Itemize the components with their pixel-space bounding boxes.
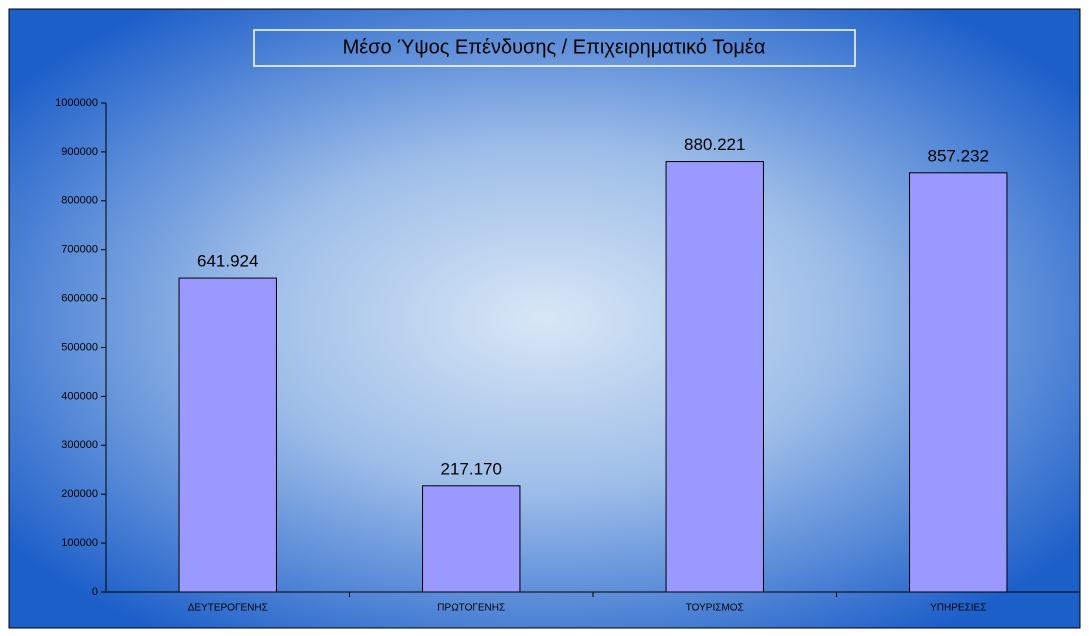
y-tick-label: 300000 [61, 439, 98, 451]
y-tick-label: 600000 [61, 293, 98, 305]
title-box [253, 29, 856, 67]
chart-title: Μέσο Ύψος Επένδυσης / Επιχειρηματικό Τομ… [343, 36, 766, 58]
bar [422, 485, 521, 593]
y-tick-label: 700000 [61, 244, 98, 256]
value-label: 641.924 [197, 252, 258, 271]
y-tick-label: 200000 [61, 488, 98, 500]
value-label: 217.170 [441, 459, 502, 478]
x-tick-label: ΠΡΩΤΟΓΕΝΗΣ [437, 603, 505, 614]
y-tick-label: 100000 [61, 537, 98, 549]
bar [665, 161, 764, 593]
x-tick-label: ΥΠΗΡΕΣΙΕΣ [930, 603, 986, 614]
y-tick-label: 800000 [61, 195, 98, 207]
y-tick-label: 900000 [61, 146, 98, 158]
value-label: 857.232 [928, 146, 989, 165]
y-tick-label: 400000 [61, 390, 98, 402]
y-tick-label: 0 [92, 586, 98, 598]
y-tick-label: 1000000 [55, 97, 98, 109]
bar [909, 172, 1008, 593]
x-tick-label: ΤΟΥΡΙΣΜΟΣ [686, 603, 744, 614]
y-tick-label: 500000 [61, 341, 98, 353]
bar [178, 277, 277, 593]
value-label: 880.221 [684, 135, 745, 154]
x-tick-label: ΔΕΥΤΕΡΟΓΕΝΗΣ [188, 603, 268, 614]
